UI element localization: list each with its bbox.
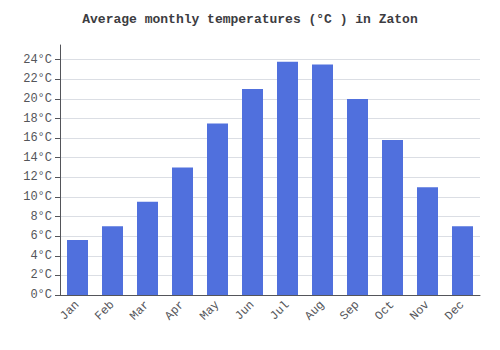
svg-text:Aug: Aug — [302, 298, 327, 323]
svg-text:Mar: Mar — [127, 298, 152, 323]
svg-text:16°C: 16°C — [23, 131, 52, 145]
svg-text:Apr: Apr — [162, 298, 187, 323]
svg-text:Jan: Jan — [57, 298, 82, 323]
svg-text:18°C: 18°C — [23, 112, 52, 126]
svg-text:Sep: Sep — [337, 298, 362, 323]
svg-text:12°C: 12°C — [23, 170, 52, 184]
svg-text:Jun: Jun — [232, 298, 257, 323]
svg-text:0°C: 0°C — [30, 288, 52, 302]
svg-text:2°C: 2°C — [30, 268, 52, 282]
svg-text:24°C: 24°C — [23, 53, 52, 67]
svg-text:6°C: 6°C — [30, 229, 52, 243]
svg-text:Nov: Nov — [407, 298, 432, 323]
svg-text:14°C: 14°C — [23, 151, 52, 165]
svg-text:22°C: 22°C — [23, 72, 52, 86]
svg-text:20°C: 20°C — [23, 92, 52, 106]
svg-text:Jul: Jul — [267, 298, 292, 323]
svg-text:8°C: 8°C — [30, 210, 52, 224]
svg-text:Feb: Feb — [92, 298, 117, 323]
svg-text:Oct: Oct — [372, 298, 397, 323]
svg-text:Average monthly temperatures (: Average monthly temperatures (°C ) in Za… — [82, 12, 418, 27]
svg-text:10°C: 10°C — [23, 190, 52, 204]
svg-text:4°C: 4°C — [30, 249, 52, 263]
svg-text:May: May — [197, 298, 222, 323]
svg-text:Dec: Dec — [442, 298, 467, 323]
